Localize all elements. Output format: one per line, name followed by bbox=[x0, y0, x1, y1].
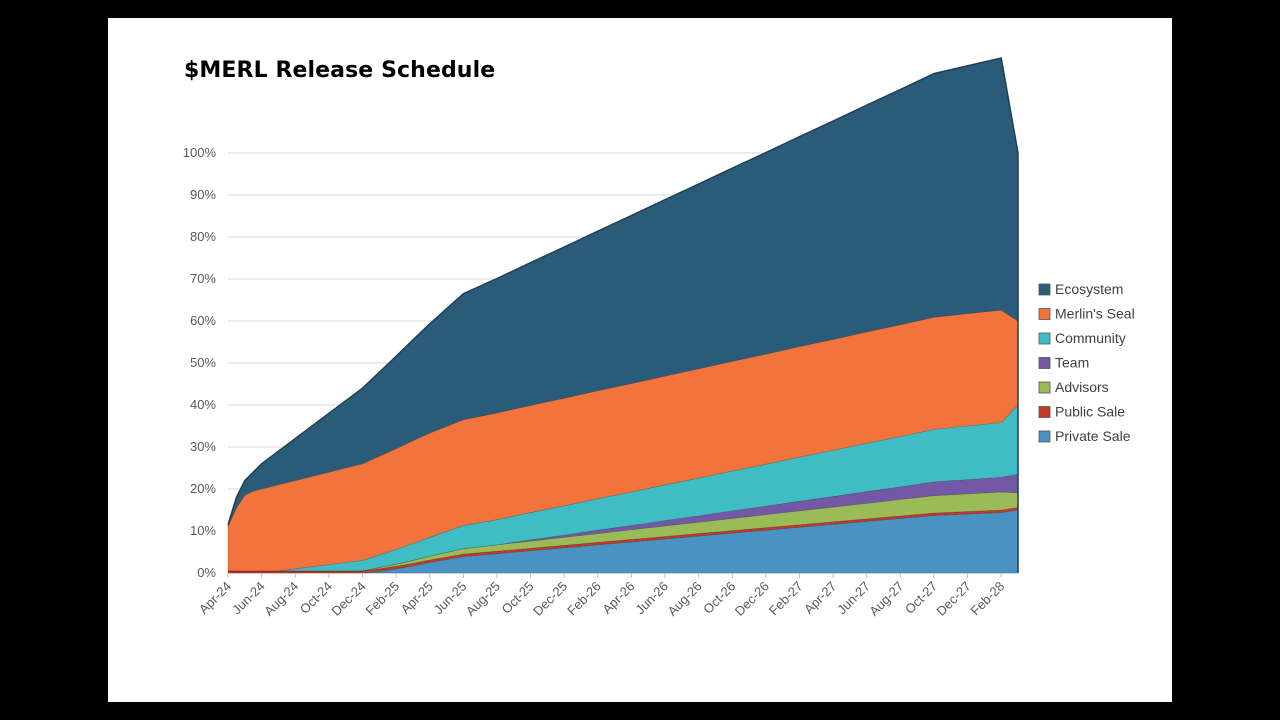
legend-label: Private Sale bbox=[1055, 428, 1131, 444]
x-axis-ticks: Apr-24Jun-24Aug-24Oct-24Dec-24Feb-25Apr-… bbox=[196, 573, 1007, 619]
x-tick-label: Aug-25 bbox=[463, 579, 503, 619]
x-tick-label: Feb-26 bbox=[564, 579, 604, 619]
x-tick-label: Oct-24 bbox=[297, 579, 335, 617]
y-tick-label: 30% bbox=[190, 439, 216, 454]
legend-label: Advisors bbox=[1055, 379, 1109, 395]
x-tick-label: Oct-27 bbox=[902, 579, 940, 617]
legend-swatch bbox=[1038, 381, 1051, 394]
legend-swatch bbox=[1038, 357, 1051, 369]
x-tick-label: Feb-28 bbox=[968, 579, 1008, 619]
x-tick-label: Aug-27 bbox=[866, 579, 906, 619]
y-tick-label: 20% bbox=[190, 481, 216, 496]
legend-swatch bbox=[1038, 308, 1051, 320]
area-series bbox=[227, 57, 1019, 574]
total-outline bbox=[227, 57, 1019, 525]
x-tick-label: Aug-26 bbox=[665, 579, 705, 619]
x-tick-label: Jun-25 bbox=[431, 579, 470, 618]
y-tick-label: 0% bbox=[197, 565, 216, 580]
x-tick-label: Apr-26 bbox=[599, 579, 637, 617]
x-tick-label: Dec-25 bbox=[530, 579, 570, 619]
legend-label: Ecosystem bbox=[1055, 281, 1123, 297]
y-tick-label: 90% bbox=[190, 187, 216, 202]
legend-swatch bbox=[1038, 283, 1051, 296]
y-tick-label: 100% bbox=[183, 145, 217, 160]
legend-label: Community bbox=[1055, 330, 1126, 346]
legend-label: Public Sale bbox=[1055, 404, 1125, 420]
chart-title: $MERL Release Schedule bbox=[184, 58, 496, 83]
x-tick-label: Apr-27 bbox=[801, 579, 839, 617]
x-tick-label: Feb-27 bbox=[766, 579, 806, 619]
x-tick-label: Oct-26 bbox=[700, 579, 738, 617]
y-tick-label: 60% bbox=[190, 313, 216, 328]
x-tick-label: Dec-26 bbox=[732, 579, 772, 619]
x-tick-label: Jun-27 bbox=[834, 579, 873, 618]
x-tick-label: Dec-24 bbox=[328, 579, 368, 619]
x-tick-label: Apr-24 bbox=[196, 579, 234, 617]
y-tick-label: 40% bbox=[190, 397, 216, 412]
x-tick-label: Apr-25 bbox=[398, 579, 436, 617]
legend-label: Merlin's Seal bbox=[1055, 306, 1135, 322]
x-tick-label: Aug-24 bbox=[261, 579, 301, 619]
stacked-area-chart: 0% 10% 20% 30% 40% 50% 60% 70% 80% 90% 100% Apr-24… bbox=[183, 57, 1135, 619]
y-tick-label: 10% bbox=[190, 523, 216, 538]
x-tick-label: Jun-24 bbox=[229, 579, 268, 618]
legend-swatch bbox=[1038, 406, 1051, 418]
legend-label: Team bbox=[1055, 355, 1089, 371]
y-tick-label: 50% bbox=[190, 355, 216, 370]
x-tick-label: Oct-25 bbox=[498, 579, 536, 617]
x-tick-label: Dec-27 bbox=[933, 579, 973, 619]
y-tick-label: 80% bbox=[190, 229, 216, 244]
y-tick-label: 70% bbox=[190, 271, 216, 286]
x-tick-label: Jun-26 bbox=[632, 579, 671, 618]
legend-swatch bbox=[1038, 332, 1051, 345]
legend-swatch bbox=[1038, 430, 1051, 443]
x-tick-label: Feb-25 bbox=[362, 579, 402, 619]
y-axis-ticks: 0% 10% 20% 30% 40% 50% 60% 70% 80% 90% 100% bbox=[183, 145, 217, 580]
chart-slide: $MERL Release Schedule 0% 10% 20% 30% 40% 50%… bbox=[108, 18, 1172, 702]
legend: Ecosystem Merlin's Seal Community Team Advis… bbox=[1038, 281, 1135, 444]
